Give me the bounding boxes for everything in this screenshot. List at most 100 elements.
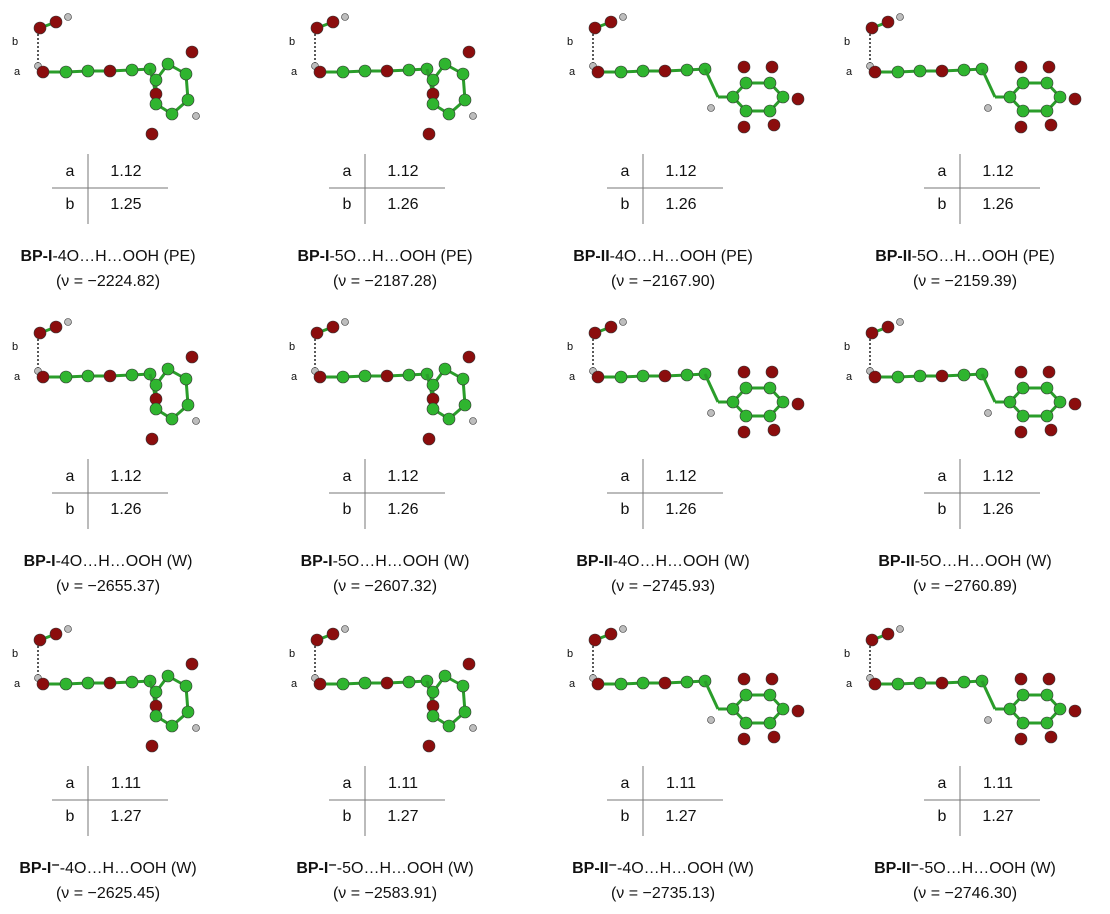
atom <box>792 93 804 105</box>
atom <box>592 678 604 690</box>
atom <box>186 351 198 363</box>
atom <box>459 399 471 411</box>
atom <box>897 14 904 21</box>
atom <box>738 673 750 685</box>
atom <box>1054 703 1066 715</box>
molecule: ba <box>12 14 200 141</box>
atom <box>615 678 627 690</box>
row-label: a <box>621 468 630 485</box>
bond-label: b <box>289 341 295 353</box>
atom <box>427 379 439 391</box>
frequency: (ν = −2159.39) <box>913 273 1017 290</box>
atom <box>768 731 780 743</box>
molecule: ba <box>289 14 477 141</box>
atom <box>439 363 451 375</box>
atom <box>764 382 776 394</box>
atom <box>1041 77 1053 89</box>
caption-bold: BP-I <box>301 553 333 570</box>
atom <box>659 370 671 382</box>
bond-label: b <box>12 36 18 48</box>
atom <box>457 373 469 385</box>
atom <box>727 396 739 408</box>
atom <box>423 740 435 752</box>
atom <box>1041 689 1053 701</box>
bond <box>982 374 995 402</box>
caption: BP-I⁻-5O…H…OOH (W) <box>296 860 473 877</box>
atom <box>1054 396 1066 408</box>
atom <box>1004 91 1016 103</box>
atom <box>708 105 715 112</box>
atom <box>359 370 371 382</box>
atom <box>766 61 778 73</box>
frequency: (ν = −2760.89) <box>913 578 1017 595</box>
row-label: b <box>343 501 352 518</box>
bond-label: b <box>844 648 850 660</box>
bond-label: b <box>844 36 850 48</box>
atom <box>463 351 475 363</box>
atom <box>869 371 881 383</box>
atom <box>637 370 649 382</box>
atom <box>777 396 789 408</box>
atom <box>936 677 948 689</box>
atom <box>337 66 349 78</box>
caption-rest: -4O…H…OOH (W) <box>613 553 750 570</box>
atom <box>738 733 750 745</box>
atom <box>792 705 804 717</box>
atom <box>727 91 739 103</box>
atom <box>738 121 750 133</box>
atom <box>457 68 469 80</box>
molecule: ba <box>567 14 804 134</box>
bond-label: a <box>569 66 576 78</box>
atom <box>65 626 72 633</box>
row-label: b <box>66 501 75 518</box>
row-value: 1.26 <box>110 501 141 518</box>
atom <box>443 720 455 732</box>
frequency: (ν = −2746.30) <box>913 885 1017 902</box>
row-value: 1.26 <box>982 196 1013 213</box>
atom <box>186 46 198 58</box>
caption-rest: -5O…H…OOH (PE) <box>329 248 472 265</box>
atom <box>882 16 894 28</box>
row-value: 1.27 <box>665 808 696 825</box>
atom <box>65 319 72 326</box>
atom <box>126 369 138 381</box>
atom <box>104 370 116 382</box>
atom <box>740 105 752 117</box>
atom <box>150 403 162 415</box>
row-value: 1.11 <box>111 775 141 792</box>
frequency: (ν = −2167.90) <box>611 273 715 290</box>
bond-label: a <box>846 66 853 78</box>
atom <box>427 710 439 722</box>
atom <box>882 321 894 333</box>
atom <box>777 703 789 715</box>
caption: BP-II⁻-5O…H…OOH (W) <box>874 860 1056 877</box>
atom <box>439 670 451 682</box>
caption-bold: BP-II <box>576 553 612 570</box>
atom <box>359 677 371 689</box>
atom <box>866 22 878 34</box>
row-value: 1.27 <box>110 808 141 825</box>
atom <box>193 725 200 732</box>
atom <box>327 628 339 640</box>
row-label: b <box>343 196 352 213</box>
molecule: ba <box>844 626 1081 746</box>
atom <box>50 16 62 28</box>
atom <box>470 725 477 732</box>
atom <box>104 677 116 689</box>
row-value: 1.11 <box>983 775 1013 792</box>
atom <box>193 418 200 425</box>
atom <box>126 64 138 76</box>
row-value: 1.11 <box>666 775 696 792</box>
caption-bold: BP-I⁻ <box>19 860 59 877</box>
atom <box>50 628 62 640</box>
atom <box>681 676 693 688</box>
bond-label: b <box>567 36 573 48</box>
atom <box>620 14 627 21</box>
row-label: a <box>343 163 352 180</box>
caption-bold: BP-II⁻ <box>874 860 919 877</box>
molecule: ba <box>844 319 1081 439</box>
